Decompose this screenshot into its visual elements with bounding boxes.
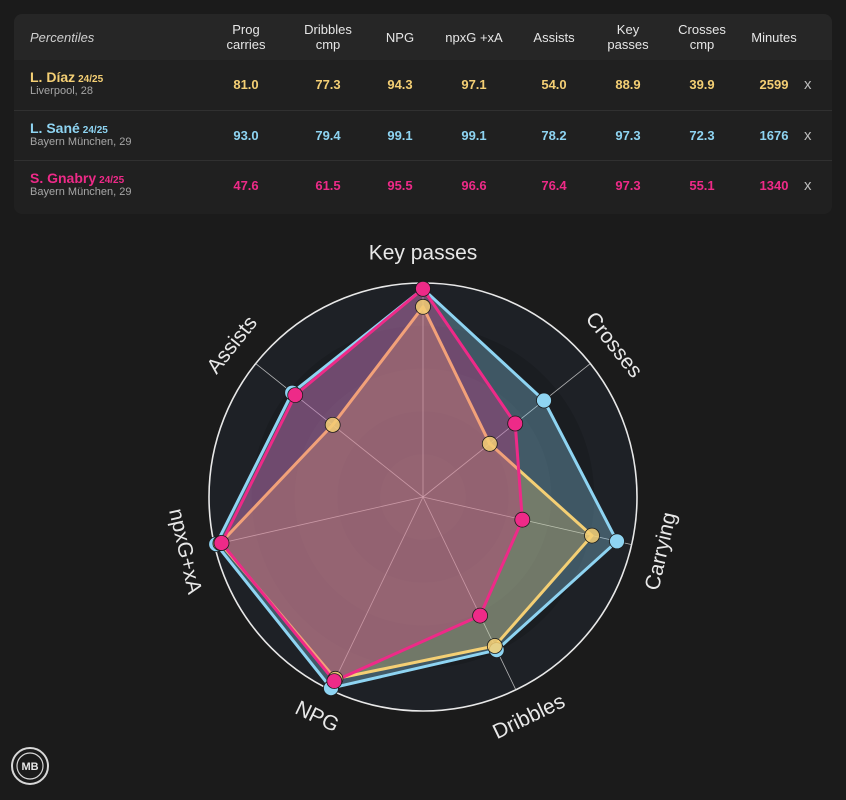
column-header: Crosses cmp — [670, 22, 734, 52]
column-header: Minutes — [742, 30, 806, 45]
radar-spoke — [329, 496, 424, 690]
column-header-line: Prog — [232, 22, 260, 37]
radar-axis-label: NPG — [292, 697, 343, 737]
player-season: 24/25 — [82, 125, 108, 136]
remove-player-button[interactable]: x — [804, 127, 812, 144]
stat-value: 55.1 — [689, 178, 715, 193]
radar-spoke — [214, 496, 424, 546]
column-header: Prog carries — [214, 22, 278, 52]
column-header-line: NPG — [385, 30, 415, 45]
comparison-table: Percentiles Prog carries Dribbles cmp NPG npx… — [14, 14, 832, 214]
radar-data-point — [472, 607, 489, 624]
stat-value: 88.9 — [615, 77, 641, 92]
radar-data-point — [486, 638, 503, 654]
stat-value: 78.2 — [541, 128, 567, 143]
column-header-line: Dribbles — [304, 22, 352, 37]
stat-value: 2599 — [759, 77, 789, 92]
stat-value: 81.0 — [233, 77, 259, 92]
radar-data-point — [514, 511, 531, 528]
stat-value: 72.3 — [689, 128, 715, 143]
stat-value: 61.5 — [315, 178, 341, 193]
stat-value: 1340 — [759, 178, 789, 193]
radar-data-point — [481, 435, 498, 452]
remove-player-button[interactable]: x — [804, 76, 812, 93]
logo-text: MB — [21, 761, 38, 773]
player-row: S. Gnabry 24/25 Bayern München, 29 47.6 61.5… — [14, 160, 832, 211]
column-header-line: passes — [607, 37, 649, 52]
column-header: NPG — [368, 30, 432, 45]
player-name-text: L. Sané — [30, 120, 80, 136]
radar-axis-label: npxG+xA — [164, 506, 206, 596]
radar-data-point — [415, 280, 431, 297]
player-row: L. Sané 24/25 Bayern München, 29 93.0 79.4 99… — [14, 110, 832, 161]
radar-spoke — [255, 363, 424, 498]
table-header: Percentiles Prog carries Dribbles cmp NPG npx… — [14, 14, 832, 60]
column-header: Assists — [522, 30, 586, 45]
stat-value: 97.3 — [615, 128, 641, 143]
stat-value: 93.0 — [233, 128, 259, 143]
radar-axis-label: Dribbles — [489, 690, 568, 744]
column-header-line: Assists — [533, 30, 575, 45]
radar-spoke — [422, 363, 591, 498]
stat-value: 96.6 — [461, 178, 487, 193]
column-header-line: npxG +xA — [445, 30, 503, 45]
radar-spoke — [422, 496, 517, 690]
stat-value: 77.3 — [315, 77, 341, 92]
column-header-line: Key — [616, 22, 640, 37]
column-header-line: cmp — [315, 37, 341, 52]
radar-series-area — [214, 287, 619, 690]
column-header-line: carries — [226, 37, 266, 52]
radar-data-point — [507, 415, 524, 432]
column-header: Key passes — [596, 22, 660, 52]
radar-series-area — [220, 287, 524, 683]
mb-logo: MB — [11, 747, 49, 785]
radar-data-point — [415, 298, 431, 315]
player-season: 24/25 — [78, 74, 104, 85]
remove-player-button[interactable]: x — [804, 177, 812, 194]
radar-axis-label: Carrying — [641, 510, 681, 592]
player-club: Liverpool, 28 — [30, 85, 93, 97]
radar-data-point — [287, 387, 304, 404]
stat-value: 95.5 — [387, 178, 413, 193]
player-name: S. Gnabry 24/25 — [30, 170, 124, 186]
stat-value: 54.0 — [541, 77, 567, 92]
radar-chart: Key passesCrossesCarryingDribblesNPGnpxG… — [164, 242, 681, 744]
player-row: L. Díaz 24/25 Liverpool, 28 81.0 77.3 94.3 97.… — [14, 60, 832, 110]
radar-data-point — [324, 416, 341, 433]
stat-value: 47.6 — [233, 178, 259, 193]
stat-value: 97.1 — [461, 77, 487, 92]
radar-axis-label: Key passes — [369, 242, 478, 265]
player-name: L. Díaz 24/25 — [30, 69, 103, 85]
column-header-line: Minutes — [751, 30, 797, 45]
column-header: npxG +xA — [442, 30, 506, 45]
radar-data-point — [609, 533, 625, 550]
radar-data-point — [584, 527, 600, 544]
player-name-text: S. Gnabry — [30, 170, 97, 186]
player-name: L. Sané 24/25 — [30, 120, 108, 136]
percentiles-label: Percentiles — [30, 30, 95, 45]
column-header: Dribbles cmp — [296, 22, 360, 52]
stat-value: 76.4 — [541, 178, 567, 193]
stat-value: 99.1 — [387, 128, 413, 143]
stat-value: 94.3 — [387, 77, 413, 92]
stat-value: 97.3 — [615, 178, 641, 193]
player-club: Bayern München, 29 — [30, 186, 132, 198]
radar-data-point — [213, 535, 230, 551]
stat-value: 99.1 — [461, 128, 487, 143]
radar-series-area — [218, 305, 594, 681]
player-season: 24/25 — [99, 175, 125, 186]
stat-value: 1676 — [759, 128, 789, 143]
player-club: Bayern München, 29 — [30, 136, 132, 148]
stat-value: 39.9 — [689, 77, 715, 92]
radar-data-point — [536, 392, 552, 409]
column-header-line: cmp — [689, 37, 715, 52]
radar-data-point — [326, 673, 343, 690]
stat-value: 79.4 — [315, 128, 341, 143]
column-header-line: Crosses — [678, 22, 726, 37]
player-name-text: L. Díaz — [30, 69, 76, 85]
